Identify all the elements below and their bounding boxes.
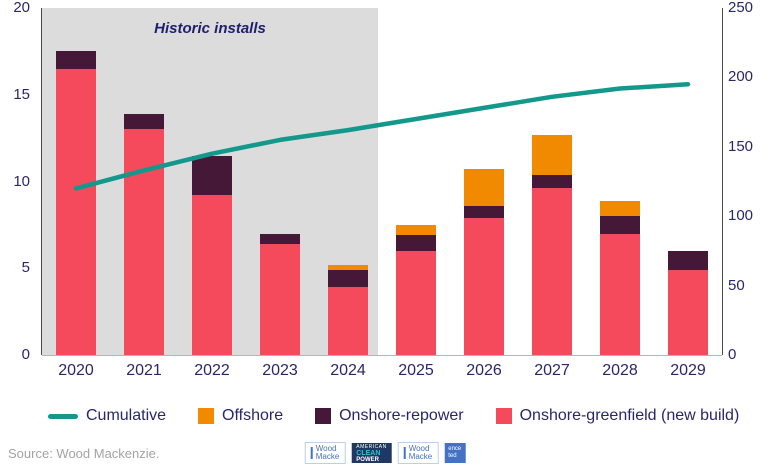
bar-segment: [260, 233, 300, 244]
bar-segment: [600, 200, 640, 217]
x-axis-label: 2022: [194, 362, 230, 379]
bar-segment: [464, 169, 504, 206]
source-note: Source: Wood Mackenzie.: [8, 446, 160, 461]
legend-item: Offshore: [198, 407, 283, 425]
bar-segment: [668, 250, 708, 270]
left-axis-line: [41, 8, 42, 355]
axis-tick-label: 20: [13, 0, 30, 16]
axis-tick-label: 150: [728, 137, 754, 155]
legend-swatch: [198, 408, 215, 424]
axis-tick-label: 100: [728, 207, 754, 225]
x-axis-label: 2025: [398, 362, 434, 379]
legend-item: Onshore-repower: [315, 407, 464, 425]
bar-segment: [532, 188, 572, 355]
legend-label: Cumulative: [86, 407, 167, 424]
bar-segment: [668, 270, 708, 355]
x-axis-label: 2023: [262, 362, 298, 379]
wood-mackenzie-logo-2: Wood Macke: [397, 442, 439, 464]
wood-mackenzie-logo: Wood Macke: [304, 442, 346, 464]
bar-segment: [600, 233, 640, 355]
x-axis-label: 2021: [126, 362, 162, 379]
legend-swatch: [495, 408, 512, 424]
axis-tick-label: 50: [728, 276, 745, 294]
footer-logos: Wood Macke AMERICAN CLEAN POWER Wood Mac…: [304, 442, 466, 464]
x-axis-label: 2029: [670, 362, 706, 379]
axis-tick-label: 250: [728, 0, 754, 16]
wood-mackenzie-logo-2-bar: [403, 447, 406, 459]
x-axis-label: 2020: [58, 362, 94, 379]
bar-segment: [532, 134, 572, 175]
bar-segment: [600, 216, 640, 234]
bar-segment: [396, 235, 436, 251]
bar-segment: [192, 155, 232, 196]
wood-mackenzie-logo-bar: [310, 447, 313, 459]
legend-item: Cumulative: [48, 407, 166, 425]
bar-segment: [328, 287, 368, 355]
axis-tick-label: 5: [21, 259, 30, 277]
axis-tick-label: 10: [13, 172, 30, 190]
bar-segment: [396, 250, 436, 355]
plot-area: Historic installs 2020 2021 2022 2023 2024 20…: [41, 8, 723, 379]
legend-label: Onshore-greenfield (new build): [519, 407, 740, 424]
american-clean-power-logo: AMERICAN CLEAN POWER: [351, 443, 392, 463]
axis-tick-label: 200: [728, 68, 754, 86]
chart-legend: Cumulative Offshore Onshore-repower Onshore…: [48, 403, 770, 429]
x-axis-label: 2027: [534, 362, 570, 379]
x-axis-label: 2028: [602, 362, 638, 379]
bar-segment: [56, 51, 96, 69]
x-axis-line: [42, 355, 722, 356]
right-axis-line: [722, 8, 723, 355]
bar-segment: [464, 205, 504, 218]
wood-mackenzie-logo-text: Wood Macke: [315, 444, 340, 461]
bar-segment: [328, 270, 368, 288]
x-axis-label: 2026: [466, 362, 502, 379]
bar-segment: [260, 244, 300, 355]
right-y-axis: 250 200 150 100 50 0: [726, 0, 766, 363]
historic-installs-label: Historic installs: [154, 20, 266, 37]
x-axis-label: 2024: [330, 362, 366, 379]
bar-segment: [192, 195, 232, 355]
bar-segment: [396, 224, 436, 236]
bar-segment: [328, 264, 368, 270]
legend-swatch: [315, 408, 332, 424]
bar-segment: [532, 174, 572, 189]
legend-item: Onshore-greenfield (new build): [495, 407, 740, 425]
bar-segment: [124, 113, 164, 130]
legend-swatch: [48, 413, 78, 419]
cumulative-line: [73, 82, 691, 191]
axis-tick-label: 15: [13, 85, 30, 103]
wood-mackenzie-logo-2-text: Wood Macke: [408, 444, 433, 461]
legend-label: Onshore-repower: [339, 407, 464, 424]
axis-tick-label: 0: [728, 346, 737, 363]
axis-tick-label: 0: [21, 346, 30, 363]
legend-label: Offshore: [222, 407, 284, 424]
bar-segment: [464, 217, 504, 355]
blue-badge-logo: ence ted: [444, 443, 466, 463]
bar-segment: [56, 68, 96, 355]
left-y-axis: 20 15 10 5 0: [2, 0, 36, 363]
